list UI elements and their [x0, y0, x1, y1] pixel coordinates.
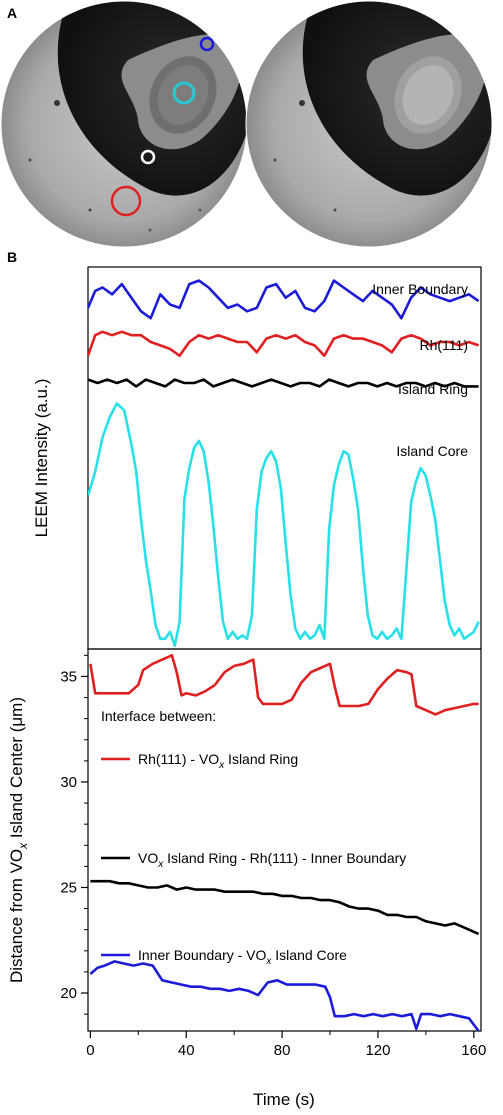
series-line-inner-boundary: [88, 279, 480, 320]
series-label-island-ring: Island Ring: [398, 381, 468, 397]
x-tick-label: 40: [178, 1042, 195, 1059]
inner-boundary-marker: [199, 36, 215, 52]
x-tick-label: 80: [274, 1042, 291, 1059]
intensity-labels-group: Inner Boundary Rh(111) Island Ring Island C…: [372, 281, 468, 459]
leem-image-left: [1, 1, 247, 247]
distance-plot-frame: [87, 648, 482, 1032]
intensity-series-group: [88, 279, 480, 647]
x-tick-label: 120: [365, 1042, 390, 1059]
y-tick-label: 25: [60, 879, 77, 896]
x-tick-label: 0: [86, 1042, 94, 1059]
time-x-axis-label: Time (s): [253, 1090, 315, 1109]
island-core-marker: [172, 81, 196, 105]
series-label-inner-boundary: Inner Boundary: [372, 281, 468, 297]
series-line-island-ring: [88, 378, 479, 388]
series-line-island-core: [88, 402, 480, 647]
legend-title: Interface between:: [101, 708, 216, 724]
y-tick-label: 20: [60, 985, 77, 1002]
x-tick-label: 160: [461, 1042, 486, 1059]
series-line-rh-111: [88, 330, 480, 357]
panel-a-letter: A: [7, 5, 17, 21]
legend-label-rh-111-vox-island-ring: Rh(111) - VOx Island Ring: [138, 751, 298, 771]
y-tick-label: 35: [60, 668, 77, 685]
distance-y-axis-label: Distance from VOx Island Center (μm): [7, 697, 30, 983]
intensity-y-axis-label: LEEM Intensity (a.u.): [32, 379, 51, 538]
leem-image-right: [246, 1, 492, 247]
legend-label-inner-boundary-vox-island-core: Inner Boundary - VOx Island Core: [138, 947, 347, 967]
distance-axes-group: 0 40 80 120 160 20 25 30 35: [60, 654, 486, 1059]
panel-b-letter: B: [7, 249, 17, 265]
distance-legend: Interface between: Rh(111) - VOx Island R…: [101, 708, 406, 967]
series-label-rh-111: Rh(111): [419, 337, 468, 353]
series-line-rh-111-vox-island-ring: [89, 654, 479, 716]
distance-series-group: [89, 654, 480, 1031]
series-line-inner-boundary-vox-island-core: [89, 960, 480, 1031]
island-ring-marker: [140, 149, 156, 165]
legend-label-vox-island-ring-rh-111-inner-boundary: VOx Island Ring - Rh(111) - Inner Bounda…: [138, 850, 406, 870]
series-label-island-core: Island Core: [396, 443, 468, 459]
rh111-marker: [110, 185, 142, 217]
y-tick-label: 30: [60, 774, 77, 791]
series-line-vox-island-ring-rh-111-inner-boundary: [90, 879, 480, 936]
